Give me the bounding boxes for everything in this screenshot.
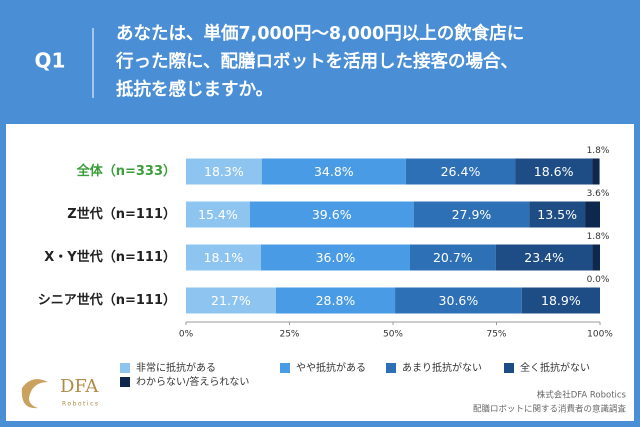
question-line: 行った際に、配膳ロボットを活用した接客の場合、 <box>115 51 518 72</box>
legend-swatch <box>386 363 396 373</box>
legend-label: やや抵抗がある <box>296 361 366 374</box>
value-label: 18.3% <box>204 164 244 179</box>
value-label: 27.9% <box>452 207 492 222</box>
question-label: Q1 <box>35 49 66 73</box>
x-tick-label: 75% <box>486 330 506 340</box>
x-tick-label: 0% <box>179 330 194 340</box>
value-label: 1.8% <box>587 232 610 242</box>
legend-swatch <box>120 363 130 373</box>
legend-label: わからない/答えられない <box>136 375 249 388</box>
legend-label: 全く抵抗がない <box>520 361 590 374</box>
legend-label: あまり抵抗がない <box>402 361 482 374</box>
legend-swatch <box>280 363 290 373</box>
value-label: 0.0% <box>587 275 610 285</box>
value-label: 30.6% <box>439 293 479 308</box>
category-label: 全体（n=333） <box>76 163 176 179</box>
value-label: 18.1% <box>204 250 244 265</box>
legend-swatch <box>504 363 514 373</box>
logo-name: DFA <box>60 376 99 397</box>
value-label: 39.6% <box>312 207 352 222</box>
value-label: 23.4% <box>524 250 564 265</box>
value-label: 21.7% <box>211 293 251 308</box>
value-label: 26.4% <box>441 164 481 179</box>
bar-segment <box>529 201 586 228</box>
x-tick-label: 50% <box>383 330 403 340</box>
bar-segment <box>186 201 250 228</box>
bar-segment <box>186 244 261 271</box>
category-label: シニア世代（n=111） <box>38 292 176 308</box>
bar-segment <box>515 158 593 185</box>
bar-segment <box>249 201 414 228</box>
x-tick-label: 100% <box>587 330 613 340</box>
category-label: Z世代（n=111） <box>67 206 176 222</box>
bar-segment <box>521 287 600 314</box>
value-label: 3.6% <box>587 189 610 199</box>
bar-segment <box>261 158 406 185</box>
bar-segment <box>260 244 410 271</box>
value-label: 18.9% <box>541 293 581 308</box>
value-label: 15.4% <box>198 207 238 222</box>
bar-segment <box>495 244 593 271</box>
bar-segment <box>592 244 600 271</box>
bar-segment <box>592 158 600 185</box>
legend-label: 非常に抵抗がある <box>136 361 216 374</box>
source: 株式会社DFA Robotics <box>537 390 627 401</box>
bar-segment <box>413 201 530 228</box>
category-label: X・Y世代（n=111） <box>44 249 176 265</box>
bar-segment <box>275 287 396 314</box>
bar-segment <box>405 158 516 185</box>
value-label: 13.5% <box>537 207 577 222</box>
value-label: 34.8% <box>314 164 354 179</box>
value-label: 20.7% <box>433 250 473 265</box>
logo-mark <box>21 379 48 409</box>
value-label: 1.8% <box>587 146 610 156</box>
question-line: あなたは、単価7,000円〜8,000円以上の飲食店に <box>116 23 524 44</box>
bar-segment <box>186 287 276 314</box>
bar-segment <box>186 158 262 185</box>
value-label: 36.0% <box>316 250 356 265</box>
bar-segment <box>395 287 522 314</box>
question-line: 抵抗を感じますか。 <box>116 79 273 100</box>
legend-swatch <box>120 377 130 387</box>
x-tick-label: 25% <box>279 330 299 340</box>
value-label: 28.8% <box>316 293 356 308</box>
logo-sub: Robotics <box>62 401 100 408</box>
value-label: 18.6% <box>534 164 574 179</box>
source: 配膳ロボットに関する消費者の意識調査 <box>473 404 627 415</box>
bar-segment <box>409 244 496 271</box>
bar-segment <box>585 201 600 228</box>
